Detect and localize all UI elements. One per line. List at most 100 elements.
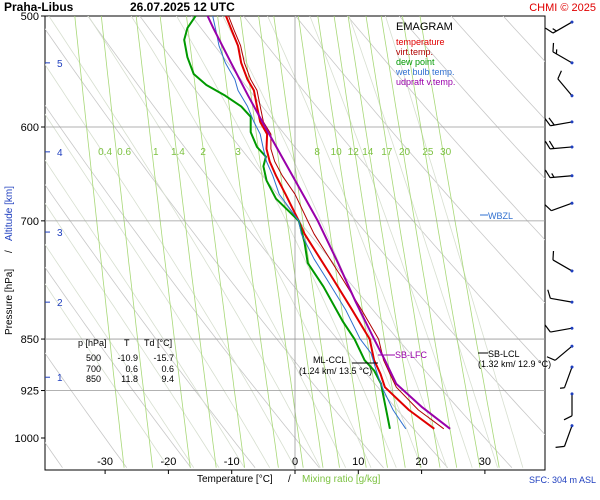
sb-lcl-label: SB-LCL	[488, 349, 520, 359]
dry-adiabat	[45, 28, 384, 468]
dry-adiabat	[346, 16, 545, 241]
mix-ratio-label: 25	[422, 147, 434, 158]
p-tick-label: 850	[21, 334, 39, 346]
sb-lcl-value: (1.32 km/ 12.9 °C)	[478, 359, 551, 369]
p-tick-label: 1000	[15, 433, 39, 445]
mix-ratio-label: 30	[440, 147, 452, 158]
barb-half	[552, 28, 557, 32]
mixing-ratio-lines	[74, 16, 500, 468]
mix-ratio-label: 0.4	[98, 147, 112, 158]
series-line	[183, 16, 391, 429]
barb-flag	[544, 324, 551, 333]
table-cell: 700	[86, 364, 101, 374]
annotations: WBZL SB-LFC SB-LCL (1.32 km/ 12.9 °C) ML…	[299, 211, 551, 376]
wind-barb	[563, 392, 574, 421]
sb-lfc-label: SB-LFC	[395, 350, 428, 360]
barb-flag	[552, 250, 555, 260]
moist-adiabat	[309, 16, 473, 468]
x-tick-label: 0	[292, 456, 298, 468]
dry-adiabat	[583, 0, 600, 468]
moist-adiabat	[48, 16, 321, 468]
y-axis-sep: /	[4, 250, 15, 253]
barb-dot	[570, 392, 574, 396]
wind-barb	[552, 250, 574, 273]
dry-adiabat	[45, 266, 192, 468]
p-tick-label: 600	[21, 122, 39, 134]
legend: EMAGRAM temperature virt.temp. dew point…	[395, 21, 455, 87]
mixing-ratio-line	[74, 16, 125, 468]
wind-barb	[544, 140, 574, 150]
mixing-ratio-line	[401, 16, 481, 468]
x-tick-label: -20	[160, 456, 176, 468]
mixing-ratio-line	[380, 16, 458, 468]
dry-adiabat	[398, 16, 545, 180]
mix-ratio-label: 0.6	[117, 147, 131, 158]
x-axis-mix-label: Mixing ratio [g/kg]	[302, 474, 381, 485]
barb-staff	[554, 345, 573, 361]
legend-item-dew-point: dew point	[396, 57, 435, 67]
dry-adiabat	[87, 16, 448, 468]
barb-staff	[563, 425, 573, 447]
barb-staff	[563, 366, 573, 388]
wind-barb	[544, 324, 574, 333]
mixing-ratio-line	[347, 16, 421, 468]
x-tick-label: 20	[415, 456, 427, 468]
table-cell: 0.6	[125, 364, 138, 374]
mixing-ratio-line	[273, 16, 340, 468]
wbzl-label: WBZL	[488, 211, 513, 221]
mixing-ratio-line	[317, 16, 388, 468]
y-axis-title: Pressure [hPa] / Altitude [km]	[4, 186, 15, 335]
mixing-ratio-line	[217, 16, 279, 468]
barb-dot	[570, 94, 574, 98]
x-tick-label: 30	[479, 456, 491, 468]
mixing-ratio-line	[135, 16, 191, 468]
table-cell: 0.6	[161, 364, 174, 374]
barb-flag	[544, 169, 551, 178]
moist-adiabat	[348, 16, 498, 468]
table-cell: 500	[86, 353, 101, 363]
barb-flag	[546, 356, 556, 361]
mixing-ratio-line	[297, 16, 367, 468]
barb-flag	[548, 117, 555, 126]
y-axis-alt-label: Altitude [km]	[4, 186, 15, 241]
barb-flag	[544, 118, 551, 127]
wind-barb	[544, 169, 574, 179]
moist-adiabat	[87, 16, 346, 468]
wind-barb	[544, 117, 574, 127]
barb-dot	[570, 201, 574, 205]
wind-barb	[559, 365, 574, 389]
barb-flag	[563, 415, 573, 421]
mix-ratio-label: 1	[153, 147, 159, 158]
y-axis-label: Pressure [hPa]	[4, 269, 15, 335]
mixing-ratio-line	[333, 16, 406, 468]
table-cell: 11.8	[121, 374, 138, 384]
barb-flag	[552, 42, 555, 52]
barb-staff	[552, 259, 573, 272]
barb-flag	[545, 27, 554, 34]
moist-adiabat	[45, 243, 195, 468]
moist-adiabat	[45, 283, 169, 468]
barb-dot	[570, 174, 574, 178]
dry-adiabat	[191, 16, 545, 436]
dry-adiabat	[45, 104, 320, 468]
x-tick-label: -10	[224, 456, 240, 468]
barb-staff	[551, 202, 573, 212]
barb-dot	[570, 20, 574, 24]
wind-barb	[547, 289, 574, 304]
mix-ratio-label: 20	[399, 147, 411, 158]
barb-dot	[570, 120, 574, 124]
series-line	[225, 16, 435, 430]
barb-dot	[570, 300, 574, 304]
legend-item-virt-temp: virt.temp.	[396, 47, 433, 57]
p-tick-label: 925	[21, 386, 39, 398]
mix-ratio-label: 12	[348, 147, 360, 158]
dry-adiabat	[45, 352, 128, 468]
data-table: p [hPa] T Td [°C] 500 -10.9 -15.7 700 0.…	[78, 338, 174, 384]
barb-staff	[557, 78, 573, 97]
barb-flag	[544, 204, 552, 212]
barb-half	[555, 49, 558, 54]
moist-adiabat	[45, 63, 296, 468]
legend-item-temperature: temperature	[396, 37, 445, 47]
table-cell: -15.7	[153, 353, 174, 363]
